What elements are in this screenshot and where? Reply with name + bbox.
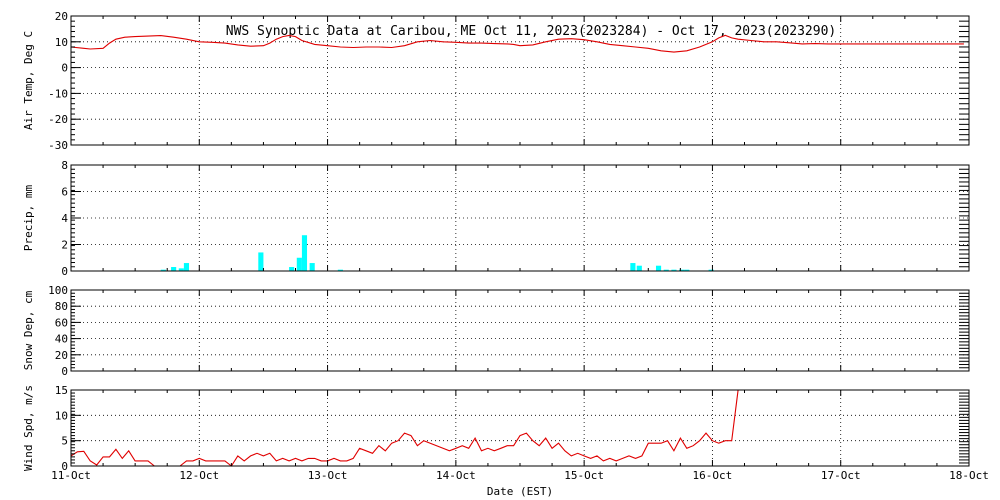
precip-bar (183, 263, 190, 271)
precip-bar (258, 252, 264, 271)
panel-snow: 100 80 60 40 20 0 Snow Dep, cm (22, 284, 970, 378)
y-tick-label: -10 (48, 87, 68, 100)
x-tick-label: 15-Oct (564, 469, 604, 482)
y-tick-label: -30 (48, 139, 68, 152)
y-tick-label: 20 (55, 349, 68, 362)
precip-bar (655, 265, 662, 271)
x-tick-label: 17-Oct (821, 469, 861, 482)
y-tick-label: 60 (55, 316, 68, 329)
x-axis-label: Date (EST) (487, 485, 553, 498)
y-tick-label: 40 (55, 333, 68, 346)
y-tick-label: 2 (61, 239, 68, 252)
plot-frame (70, 289, 970, 372)
x-tick-labels: 11-Oct 12-Oct 13-Oct 14-Oct 15-Oct 16-Oct 17-O… (51, 469, 989, 482)
y-tick-label: 4 (61, 212, 68, 225)
x-tick-label: 12-Oct (179, 469, 219, 482)
precip-bar (171, 267, 177, 271)
panel-precip: 8 6 4 2 0 Precip, mm (22, 159, 970, 278)
x-tick-label: 13-Oct (308, 469, 348, 482)
y-tick-label: 8 (61, 159, 68, 172)
chart-title: NWS Synoptic Data at Caribou, ME Oct 11,… (226, 24, 836, 39)
y-tick-label: 80 (55, 300, 68, 313)
precip-bar (160, 269, 166, 271)
precip-bar (337, 269, 343, 271)
x-tick-label: 11-Oct (51, 469, 91, 482)
precip-bar (630, 263, 636, 271)
y-axis-label: Snow Dep, cm (22, 290, 35, 370)
y-tick-label: 5 (61, 435, 68, 448)
y-tick-label: 100 (48, 284, 68, 297)
y-tick-label: 0 (61, 460, 68, 473)
x-tick-label: 14-Oct (436, 469, 476, 482)
y-tick-label: 0 (61, 265, 68, 278)
y-tick-label: -20 (48, 113, 68, 126)
precip-bar (289, 267, 295, 271)
precip-bar (178, 268, 184, 271)
y-tick-label: 0 (61, 365, 68, 378)
plot-frame (70, 389, 970, 467)
y-tick-label: 20 (55, 10, 68, 23)
y-axis-label: Wind Spd, m/s (22, 385, 35, 471)
precip-bar (309, 263, 315, 271)
precip-bar (296, 257, 302, 271)
precip-bar (708, 269, 714, 271)
y-tick-label: 0 (61, 62, 68, 75)
precip-bar (684, 269, 690, 271)
y-axis-label: Air Temp, Deg C (22, 31, 35, 130)
panel-wind: 15 10 5 0 Wind Spd, m/s (22, 384, 970, 473)
precip-bar (636, 265, 642, 271)
wind-series-line (70, 389, 739, 467)
precip-bar (301, 235, 308, 271)
temp-series-line (70, 34, 964, 53)
precip-bar (679, 269, 685, 271)
panel-temp: 20 10 0 -10 -20 -30 Air Temp, Deg C (22, 10, 970, 152)
x-tick-label: 16-Oct (693, 469, 733, 482)
y-tick-label: 6 (61, 186, 68, 199)
y-tick-label: 15 (55, 384, 68, 397)
precip-bar (663, 269, 669, 271)
precip-bar (671, 269, 677, 271)
y-axis-label: Precip, mm (22, 185, 35, 252)
y-tick-label: 10 (55, 36, 68, 49)
x-tick-label: 18-Oct (949, 469, 989, 482)
y-tick-label: 10 (55, 409, 68, 422)
